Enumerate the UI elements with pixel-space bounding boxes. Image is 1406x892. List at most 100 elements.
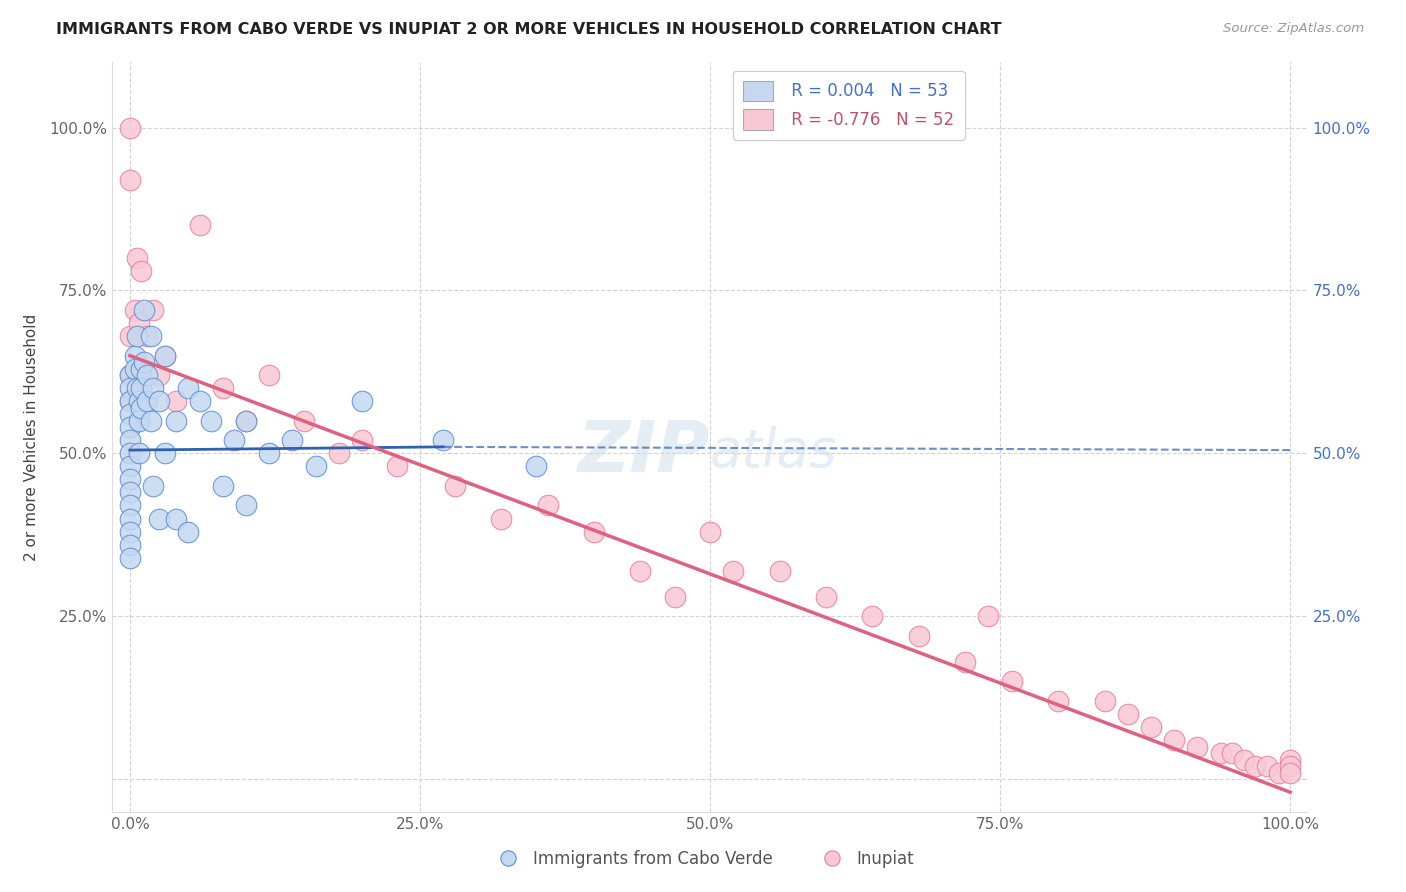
Point [699, 524, 721, 539]
Point [281, 434, 304, 448]
Point [489, 511, 512, 525]
Point [1279, 753, 1302, 767]
Point [200, 414, 222, 428]
Point [128, 414, 150, 428]
Text: Source: ZipAtlas.com: Source: ZipAtlas.com [1223, 22, 1364, 36]
Point [132, 303, 155, 318]
Point [165, 511, 187, 525]
Point [124, 349, 146, 363]
Legend:  R = 0.004   N = 53,  R = -0.776   N = 52: R = 0.004 N = 53, R = -0.776 N = 52 [733, 70, 965, 140]
Point [235, 499, 257, 513]
Point [188, 219, 211, 233]
Point [1244, 759, 1267, 773]
Point [188, 394, 211, 409]
Point [125, 381, 148, 395]
Point [118, 485, 141, 500]
Point [131, 401, 153, 415]
Point [350, 434, 373, 448]
Point [136, 329, 159, 343]
Point [664, 590, 686, 604]
Point [118, 524, 141, 539]
Point [132, 355, 155, 369]
Point [118, 499, 141, 513]
Point [432, 434, 454, 448]
Point [257, 446, 280, 460]
Point [148, 394, 170, 409]
Point [142, 381, 165, 395]
Point [1220, 746, 1243, 760]
Point [118, 394, 141, 409]
Point [211, 381, 233, 395]
Point [224, 434, 246, 448]
Point [1267, 765, 1289, 780]
Point [1001, 674, 1024, 689]
Point [131, 381, 153, 395]
Point [165, 414, 187, 428]
Point [118, 381, 141, 395]
Point [128, 394, 150, 409]
Point [955, 655, 977, 669]
Point [125, 251, 148, 265]
Point [1279, 765, 1302, 780]
Point [148, 511, 170, 525]
Point [211, 479, 233, 493]
Point [118, 368, 141, 383]
Text: IMMIGRANTS FROM CABO VERDE VS INUPIAT 2 OR MORE VEHICLES IN HOUSEHOLD CORRELATIO: IMMIGRANTS FROM CABO VERDE VS INUPIAT 2 … [56, 22, 1002, 37]
Point [443, 479, 465, 493]
Point [524, 459, 547, 474]
Point [118, 511, 141, 525]
Point [148, 368, 170, 383]
Point [118, 368, 141, 383]
Text: ZIP: ZIP [578, 417, 710, 486]
Point [118, 446, 141, 460]
Point [139, 329, 162, 343]
Point [1187, 739, 1209, 754]
Point [153, 349, 176, 363]
Point [118, 394, 141, 409]
Point [153, 349, 176, 363]
Text: atlas: atlas [710, 426, 838, 478]
Point [142, 303, 165, 318]
Point [1116, 706, 1139, 721]
Point [128, 446, 150, 460]
Point [908, 629, 931, 643]
Point [350, 394, 373, 409]
Point [304, 459, 326, 474]
Point [118, 407, 141, 421]
Point [128, 316, 150, 330]
Point [1233, 753, 1256, 767]
Point [118, 329, 141, 343]
Point [118, 459, 141, 474]
Point [165, 394, 187, 409]
Point [769, 564, 792, 578]
Point [136, 368, 159, 383]
Point [1256, 759, 1278, 773]
Point [136, 394, 159, 409]
Point [862, 609, 884, 624]
Point [118, 434, 141, 448]
Point [1140, 720, 1163, 734]
Point [118, 120, 141, 135]
Point [118, 538, 141, 552]
Point [1163, 733, 1185, 747]
Point [118, 172, 141, 186]
Point [536, 499, 558, 513]
Point [124, 303, 146, 318]
Point [131, 264, 153, 278]
Point [1209, 746, 1232, 760]
Point [118, 550, 141, 565]
Point [582, 524, 605, 539]
Point [385, 459, 408, 474]
Point [142, 479, 165, 493]
Point [628, 564, 651, 578]
Point [131, 361, 153, 376]
Point [235, 414, 257, 428]
Point [292, 414, 315, 428]
Point [977, 609, 1000, 624]
Point [125, 329, 148, 343]
Y-axis label: 2 or more Vehicles in Household: 2 or more Vehicles in Household [24, 313, 38, 561]
Point [235, 414, 257, 428]
Point [139, 414, 162, 428]
Point [153, 446, 176, 460]
Point [177, 381, 200, 395]
